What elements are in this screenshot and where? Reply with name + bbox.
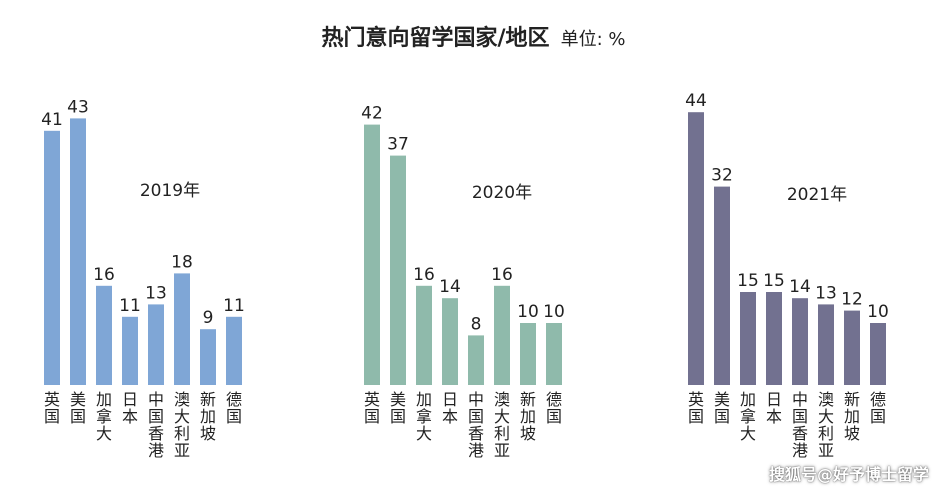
category-label: 中国香港	[468, 390, 484, 460]
category-label: 澳大利亚	[174, 390, 190, 460]
category-label: 新加坡	[520, 390, 536, 443]
bar	[494, 285, 510, 385]
category-label: 美国	[70, 390, 86, 426]
bar	[390, 155, 406, 385]
category-label: 日本	[766, 390, 782, 426]
bar	[818, 304, 834, 385]
category-label: 加拿大	[416, 390, 432, 443]
unit-label: 单位: %	[560, 29, 626, 50]
data-label: 12	[841, 290, 863, 310]
data-label: 15	[763, 271, 785, 291]
data-label: 10	[867, 302, 889, 322]
chart-1: 2020年 42 英国 37 美国 16 加拿大 14 日本 8 中国香港 16 澳大利亚 10 新加坡 10…	[361, 104, 565, 460]
bar	[364, 124, 380, 385]
data-label: 16	[413, 265, 435, 285]
category-label: 澳大利亚	[494, 390, 510, 460]
bar	[792, 298, 808, 385]
data-label: 15	[737, 271, 759, 291]
data-label: 43	[67, 97, 89, 117]
bar	[468, 335, 484, 385]
page-title: 热门意向留学国家/地区	[321, 26, 550, 51]
data-label: 13	[145, 283, 167, 303]
data-label: 16	[491, 265, 513, 285]
bar	[70, 118, 86, 386]
data-label: 8	[471, 314, 482, 334]
category-label: 日本	[122, 390, 138, 426]
data-label: 37	[387, 135, 409, 155]
category-label: 英国	[364, 390, 380, 426]
data-label: 32	[711, 166, 733, 186]
bar	[870, 323, 886, 385]
category-label: 德国	[226, 390, 242, 426]
category-label: 中国香港	[148, 390, 164, 460]
watermark: 搜狐号@好予博士留学	[768, 465, 929, 484]
bar	[520, 323, 536, 385]
category-label: 日本	[442, 390, 458, 426]
data-label: 11	[223, 296, 245, 316]
bar	[416, 285, 432, 385]
data-label: 11	[119, 296, 141, 316]
chart-0: 2019年 41 英国 43 美国 16 加拿大 11 日本 13 中国香港 18 澳大利亚 9 新加坡 11…	[41, 97, 245, 460]
category-label: 新加坡	[844, 390, 860, 443]
category-label: 英国	[44, 390, 60, 426]
category-label: 加拿大	[740, 390, 756, 443]
data-label: 9	[203, 308, 214, 328]
category-label: 新加坡	[200, 390, 216, 443]
category-label: 澳大利亚	[818, 390, 834, 460]
bar	[174, 273, 190, 385]
data-label: 14	[439, 277, 461, 297]
bar	[714, 186, 730, 385]
bar	[442, 298, 458, 385]
data-label: 10	[543, 302, 565, 322]
bar	[122, 316, 138, 385]
bar	[688, 112, 704, 385]
data-label: 41	[41, 110, 63, 130]
data-label: 16	[93, 265, 115, 285]
bar	[226, 316, 242, 385]
year-label: 2019年	[140, 181, 200, 201]
category-label: 加拿大	[96, 390, 112, 443]
year-label: 2021年	[787, 185, 847, 205]
bar	[766, 292, 782, 385]
chart-title-area: 热门意向留学国家/地区 单位: %	[0, 20, 947, 52]
category-label: 德国	[870, 390, 886, 426]
category-label: 德国	[546, 390, 562, 426]
data-label: 14	[789, 277, 811, 297]
year-label: 2020年	[472, 183, 532, 203]
bar	[844, 310, 860, 385]
data-label: 44	[685, 91, 707, 111]
bar	[740, 292, 756, 385]
data-label: 18	[171, 252, 193, 272]
category-label: 美国	[390, 390, 406, 426]
data-label: 42	[361, 104, 383, 124]
bar	[546, 323, 562, 385]
bar	[200, 329, 216, 385]
chart-2: 2021年 44 英国 32 美国 15 加拿大 15 日本 14 中国香港 13 澳大利亚 12 新加坡 1…	[685, 91, 889, 460]
bar	[44, 130, 60, 385]
data-label: 10	[517, 302, 539, 322]
category-label: 中国香港	[792, 390, 808, 460]
category-label: 英国	[688, 390, 704, 426]
data-label: 13	[815, 283, 837, 303]
bar	[148, 304, 164, 385]
bar	[96, 285, 112, 385]
category-label: 美国	[714, 390, 730, 426]
